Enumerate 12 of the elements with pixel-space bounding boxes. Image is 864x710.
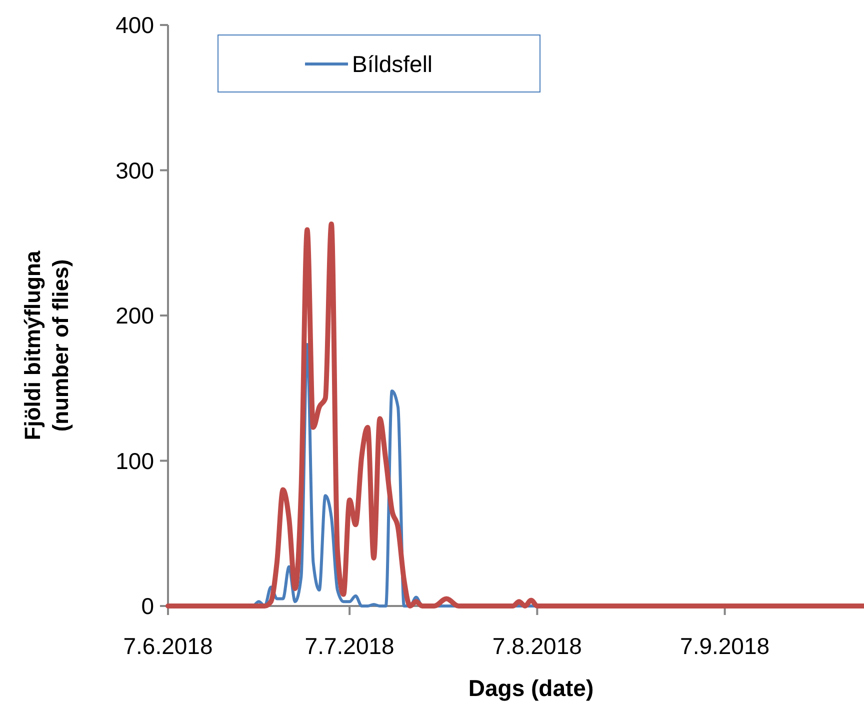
x-tick-label: 7.7.2018	[304, 633, 394, 659]
y-tick-label: 100	[116, 448, 154, 474]
y-axis-title: Fjöldi bitmýflugna (number of flies)	[20, 250, 73, 440]
y-tick-label: 0	[141, 593, 154, 620]
x-axis-title: Dags (date)	[468, 675, 594, 701]
legend-label: Bíldsfell	[352, 51, 433, 78]
x-tick-label: 7.9.2018	[680, 633, 770, 659]
y-tick-label: 300	[116, 157, 154, 184]
x-tick-label: 7.8.2018	[492, 633, 582, 659]
y-tick-label: 200	[116, 302, 154, 329]
y-tick-label: 400	[116, 12, 154, 38]
x-tick-label: 7.6.2018	[123, 633, 213, 659]
